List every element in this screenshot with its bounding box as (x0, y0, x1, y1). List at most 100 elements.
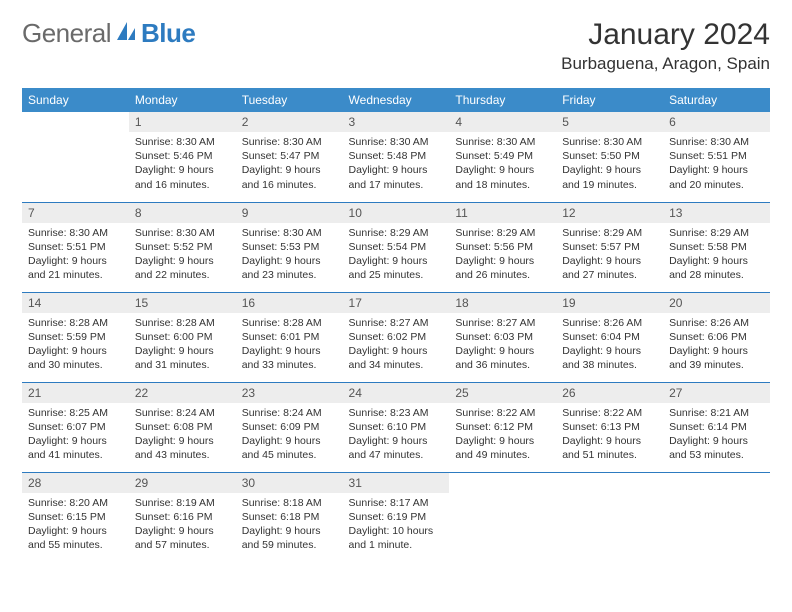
sunrise-text: Sunrise: 8:24 AM (242, 406, 337, 420)
daylight-text: Daylight: 9 hours and 26 minutes. (455, 254, 550, 282)
sunrise-text: Sunrise: 8:30 AM (349, 135, 444, 149)
daylight-text: Daylight: 9 hours and 45 minutes. (242, 434, 337, 462)
daylight-text: Daylight: 9 hours and 27 minutes. (562, 254, 657, 282)
daylight-text: Daylight: 9 hours and 17 minutes. (349, 163, 444, 191)
sunset-text: Sunset: 6:08 PM (135, 420, 230, 434)
sunset-text: Sunset: 5:50 PM (562, 149, 657, 163)
weekday-header: Wednesday (343, 88, 450, 112)
daylight-text: Daylight: 9 hours and 20 minutes. (669, 163, 764, 191)
sunset-text: Sunset: 5:47 PM (242, 149, 337, 163)
daylight-text: Daylight: 9 hours and 22 minutes. (135, 254, 230, 282)
day-number: 14 (22, 293, 129, 313)
sunset-text: Sunset: 6:13 PM (562, 420, 657, 434)
day-details: Sunrise: 8:17 AMSunset: 6:19 PMDaylight:… (343, 493, 450, 559)
calendar-week-row: 28Sunrise: 8:20 AMSunset: 6:15 PMDayligh… (22, 472, 770, 562)
calendar-week-row: 7Sunrise: 8:30 AMSunset: 5:51 PMDaylight… (22, 202, 770, 292)
day-number: 31 (343, 473, 450, 493)
daylight-text: Daylight: 9 hours and 55 minutes. (28, 524, 123, 552)
day-details: Sunrise: 8:30 AMSunset: 5:48 PMDaylight:… (343, 132, 450, 198)
calendar-day-cell: 22Sunrise: 8:24 AMSunset: 6:08 PMDayligh… (129, 382, 236, 472)
calendar-body: 1Sunrise: 8:30 AMSunset: 5:46 PMDaylight… (22, 112, 770, 562)
logo-sail-icon (115, 20, 137, 47)
calendar-day-cell: 16Sunrise: 8:28 AMSunset: 6:01 PMDayligh… (236, 292, 343, 382)
day-details: Sunrise: 8:27 AMSunset: 6:02 PMDaylight:… (343, 313, 450, 379)
sunrise-text: Sunrise: 8:26 AM (669, 316, 764, 330)
sunset-text: Sunset: 5:53 PM (242, 240, 337, 254)
calendar-day-cell: 6Sunrise: 8:30 AMSunset: 5:51 PMDaylight… (663, 112, 770, 202)
sunset-text: Sunset: 6:02 PM (349, 330, 444, 344)
day-number: 26 (556, 383, 663, 403)
calendar-day-cell: 10Sunrise: 8:29 AMSunset: 5:54 PMDayligh… (343, 202, 450, 292)
sunrise-text: Sunrise: 8:30 AM (135, 226, 230, 240)
day-number: 6 (663, 112, 770, 132)
day-details: Sunrise: 8:24 AMSunset: 6:08 PMDaylight:… (129, 403, 236, 469)
day-details: Sunrise: 8:28 AMSunset: 6:00 PMDaylight:… (129, 313, 236, 379)
daylight-text: Daylight: 9 hours and 31 minutes. (135, 344, 230, 372)
calendar-week-row: 1Sunrise: 8:30 AMSunset: 5:46 PMDaylight… (22, 112, 770, 202)
daylight-text: Daylight: 9 hours and 25 minutes. (349, 254, 444, 282)
sunrise-text: Sunrise: 8:18 AM (242, 496, 337, 510)
calendar-day-cell: 19Sunrise: 8:26 AMSunset: 6:04 PMDayligh… (556, 292, 663, 382)
day-number: 12 (556, 203, 663, 223)
sunrise-text: Sunrise: 8:19 AM (135, 496, 230, 510)
daylight-text: Daylight: 9 hours and 16 minutes. (135, 163, 230, 191)
daylight-text: Daylight: 9 hours and 49 minutes. (455, 434, 550, 462)
daylight-text: Daylight: 9 hours and 28 minutes. (669, 254, 764, 282)
daylight-text: Daylight: 9 hours and 41 minutes. (28, 434, 123, 462)
daylight-text: Daylight: 9 hours and 19 minutes. (562, 163, 657, 191)
day-number: 10 (343, 203, 450, 223)
calendar-day-cell: 3Sunrise: 8:30 AMSunset: 5:48 PMDaylight… (343, 112, 450, 202)
calendar-day-cell: 18Sunrise: 8:27 AMSunset: 6:03 PMDayligh… (449, 292, 556, 382)
sunset-text: Sunset: 5:46 PM (135, 149, 230, 163)
calendar-day-cell: 12Sunrise: 8:29 AMSunset: 5:57 PMDayligh… (556, 202, 663, 292)
calendar-day-cell (22, 112, 129, 202)
day-details: Sunrise: 8:21 AMSunset: 6:14 PMDaylight:… (663, 403, 770, 469)
sunrise-text: Sunrise: 8:23 AM (349, 406, 444, 420)
day-number: 29 (129, 473, 236, 493)
daylight-text: Daylight: 9 hours and 59 minutes. (242, 524, 337, 552)
sunrise-text: Sunrise: 8:28 AM (242, 316, 337, 330)
sunrise-text: Sunrise: 8:26 AM (562, 316, 657, 330)
day-details: Sunrise: 8:23 AMSunset: 6:10 PMDaylight:… (343, 403, 450, 469)
weekday-header: Sunday (22, 88, 129, 112)
day-details: Sunrise: 8:29 AMSunset: 5:58 PMDaylight:… (663, 223, 770, 289)
day-details: Sunrise: 8:19 AMSunset: 6:16 PMDaylight:… (129, 493, 236, 559)
day-number: 28 (22, 473, 129, 493)
day-number: 7 (22, 203, 129, 223)
sunrise-text: Sunrise: 8:28 AM (28, 316, 123, 330)
weekday-header: Thursday (449, 88, 556, 112)
sunrise-text: Sunrise: 8:30 AM (28, 226, 123, 240)
calendar-day-cell: 23Sunrise: 8:24 AMSunset: 6:09 PMDayligh… (236, 382, 343, 472)
weekday-header-row: SundayMondayTuesdayWednesdayThursdayFrid… (22, 88, 770, 112)
daylight-text: Daylight: 9 hours and 57 minutes. (135, 524, 230, 552)
page-title: January 2024 (561, 18, 770, 52)
sunrise-text: Sunrise: 8:29 AM (349, 226, 444, 240)
daylight-text: Daylight: 9 hours and 38 minutes. (562, 344, 657, 372)
day-details: Sunrise: 8:28 AMSunset: 6:01 PMDaylight:… (236, 313, 343, 379)
daylight-text: Daylight: 9 hours and 21 minutes. (28, 254, 123, 282)
sunset-text: Sunset: 6:09 PM (242, 420, 337, 434)
logo-blue: Blue (141, 18, 195, 49)
daylight-text: Daylight: 9 hours and 36 minutes. (455, 344, 550, 372)
calendar-day-cell: 14Sunrise: 8:28 AMSunset: 5:59 PMDayligh… (22, 292, 129, 382)
sunset-text: Sunset: 5:56 PM (455, 240, 550, 254)
header: General Blue January 2024 Burbaguena, Ar… (22, 18, 770, 74)
day-number: 16 (236, 293, 343, 313)
day-details: Sunrise: 8:22 AMSunset: 6:12 PMDaylight:… (449, 403, 556, 469)
calendar-day-cell (663, 472, 770, 562)
daylight-text: Daylight: 9 hours and 51 minutes. (562, 434, 657, 462)
day-details: Sunrise: 8:30 AMSunset: 5:52 PMDaylight:… (129, 223, 236, 289)
sunset-text: Sunset: 5:52 PM (135, 240, 230, 254)
sunrise-text: Sunrise: 8:29 AM (455, 226, 550, 240)
day-number: 8 (129, 203, 236, 223)
sunset-text: Sunset: 5:49 PM (455, 149, 550, 163)
calendar-day-cell (556, 472, 663, 562)
day-details: Sunrise: 8:30 AMSunset: 5:47 PMDaylight:… (236, 132, 343, 198)
day-number: 1 (129, 112, 236, 132)
calendar-day-cell: 15Sunrise: 8:28 AMSunset: 6:00 PMDayligh… (129, 292, 236, 382)
sunset-text: Sunset: 6:06 PM (669, 330, 764, 344)
day-number: 24 (343, 383, 450, 403)
day-details: Sunrise: 8:29 AMSunset: 5:57 PMDaylight:… (556, 223, 663, 289)
sunset-text: Sunset: 6:01 PM (242, 330, 337, 344)
calendar-day-cell: 21Sunrise: 8:25 AMSunset: 6:07 PMDayligh… (22, 382, 129, 472)
